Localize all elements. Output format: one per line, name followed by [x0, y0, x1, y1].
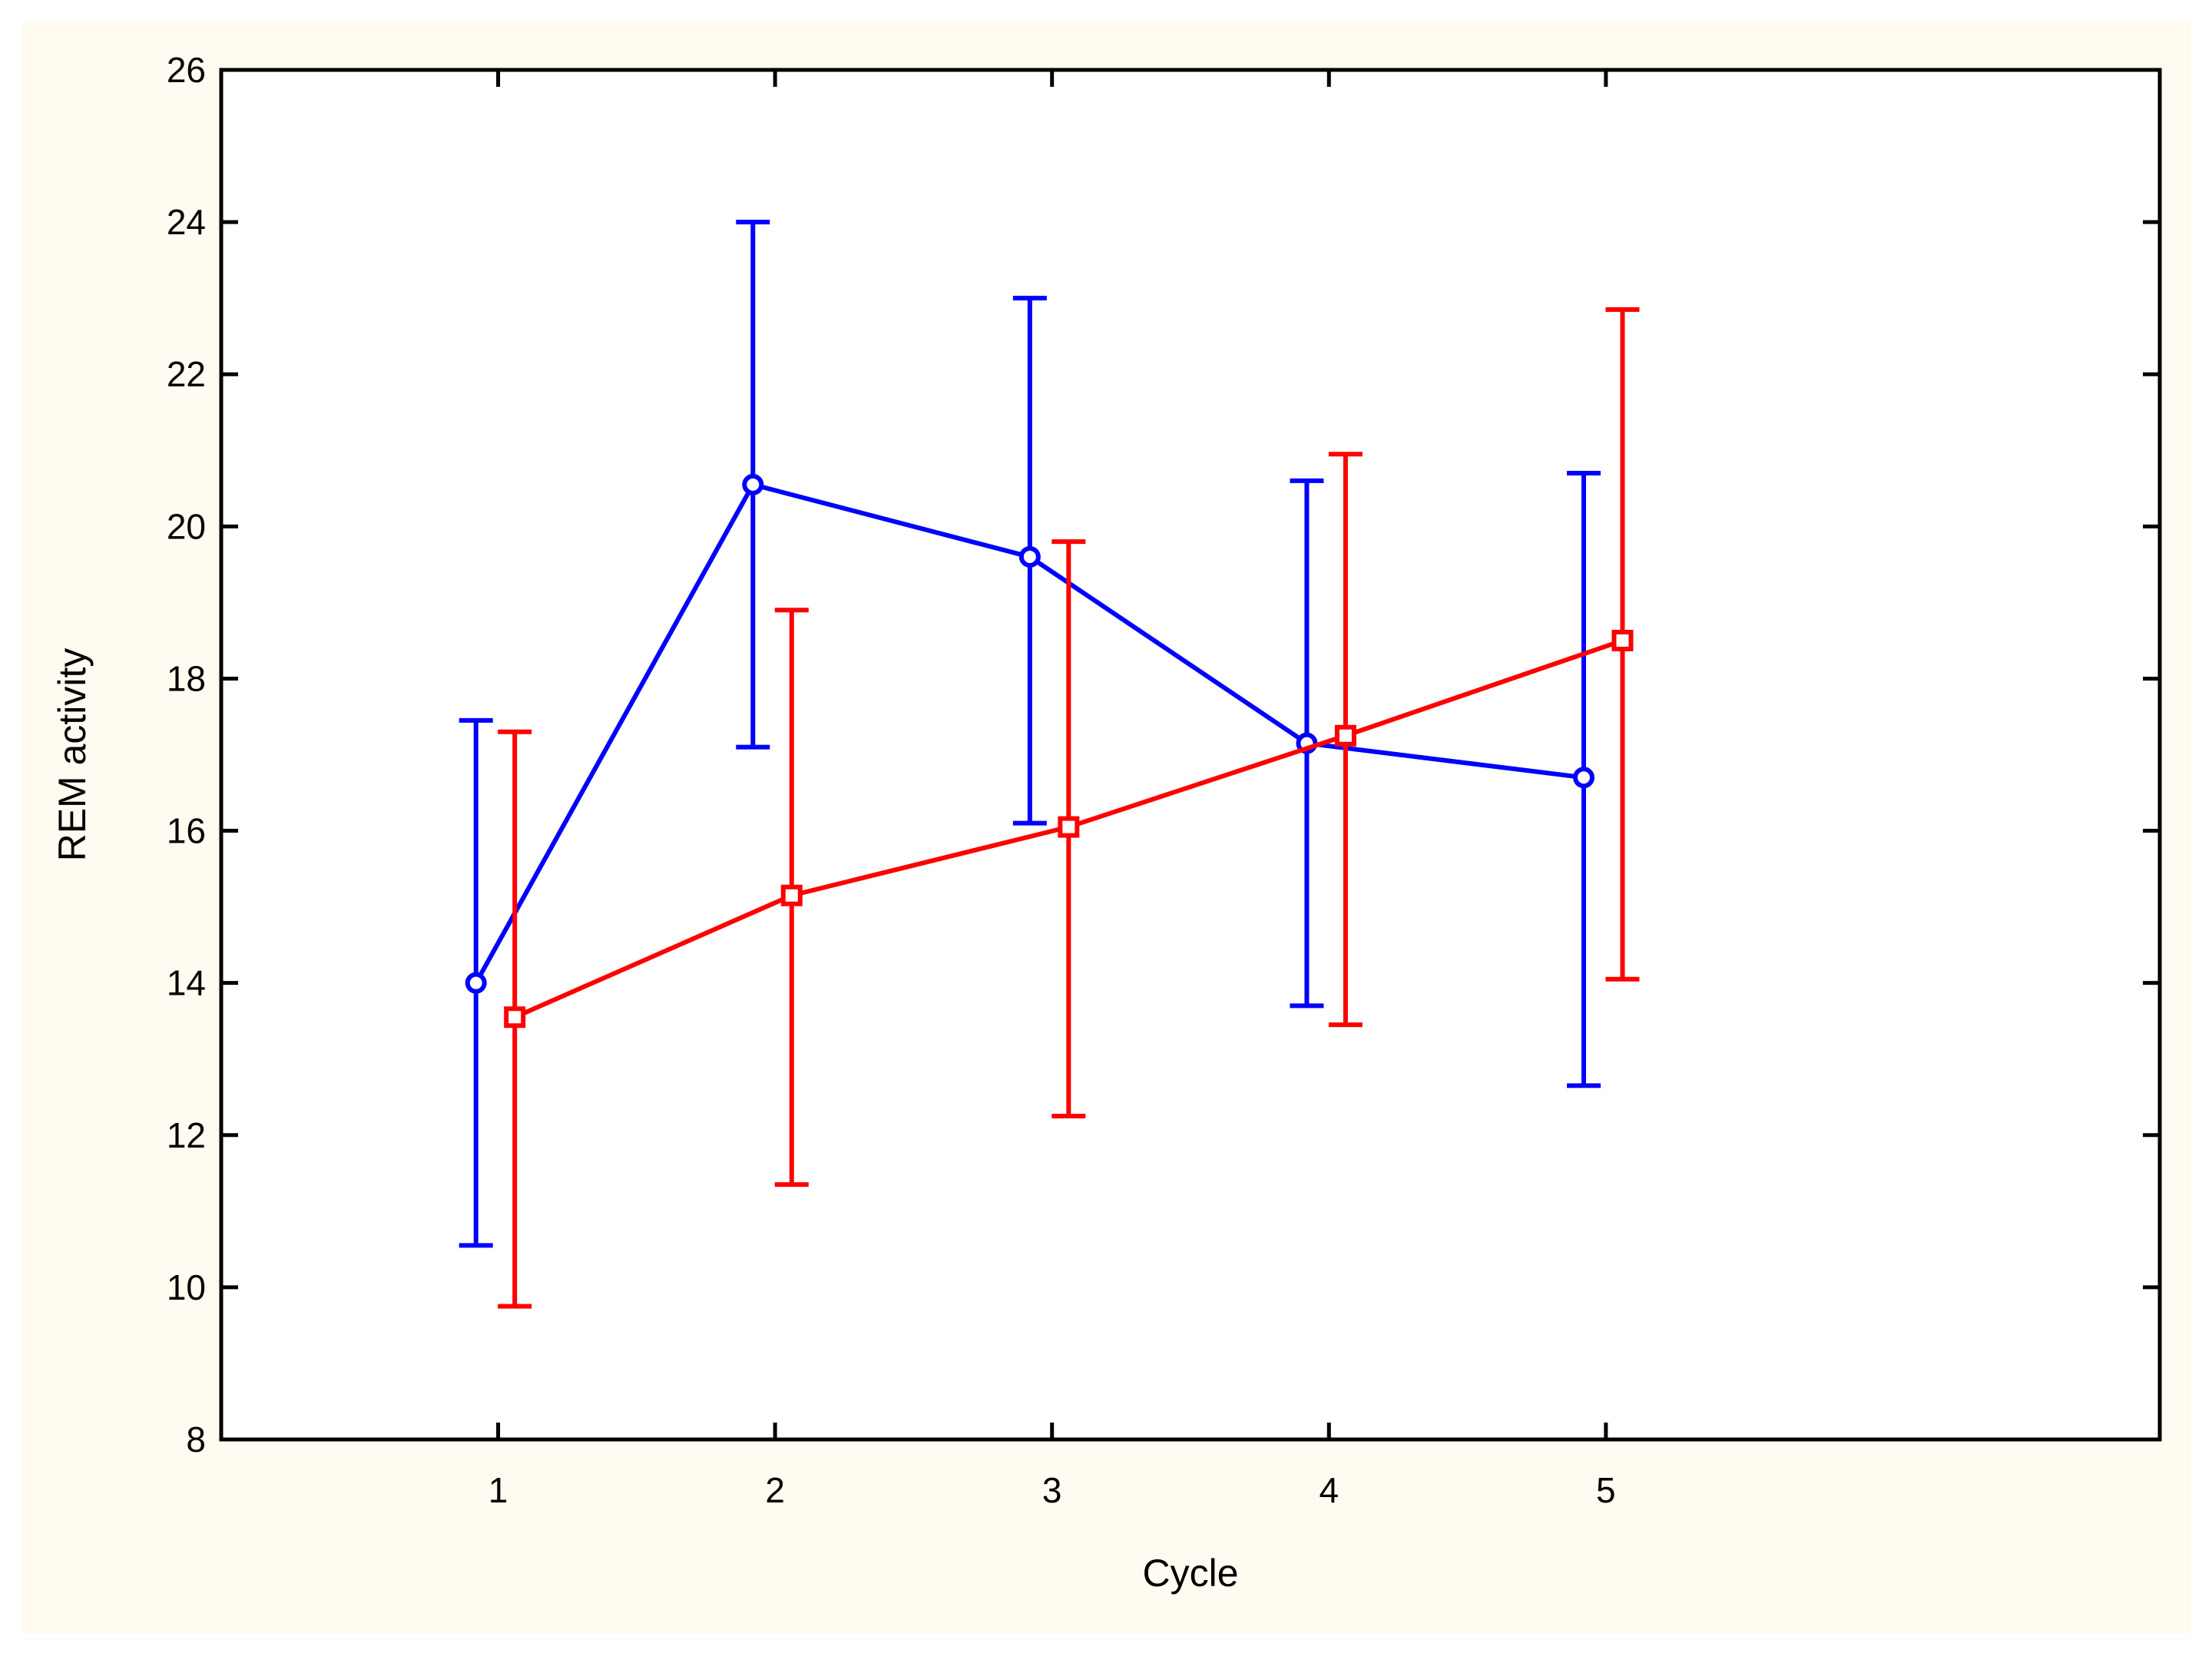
data-point: [1573, 767, 1595, 789]
y-tick-label: 8: [186, 1419, 206, 1459]
y-tick-label: 14: [167, 963, 206, 1003]
series-2: [498, 307, 1640, 1309]
y-axis-title: REM activity: [51, 648, 94, 862]
y-tick-label: 18: [167, 658, 206, 698]
data-point: [780, 884, 803, 906]
x-axis-title: Cycle: [1142, 1552, 1238, 1595]
x-tick-label: 5: [1596, 1470, 1616, 1510]
y-tick-label: 26: [167, 50, 206, 90]
data-point: [1611, 629, 1634, 651]
y-tick-label: 16: [167, 811, 206, 851]
series-layer: [459, 220, 1640, 1309]
series-1: [459, 220, 1601, 1248]
data-point: [742, 473, 764, 495]
plot-border: [219, 68, 2162, 1442]
y-tick-label: 10: [167, 1267, 206, 1307]
data-point: [1058, 816, 1080, 838]
x-tick-label: 4: [1319, 1470, 1339, 1510]
x-tick-label: 2: [765, 1470, 785, 1510]
data-point: [465, 972, 487, 994]
data-point: [1018, 545, 1041, 568]
data-point: [504, 1006, 526, 1029]
plot-area: [221, 70, 2160, 1439]
data-point: [1334, 724, 1356, 747]
x-tick-label: 1: [488, 1470, 508, 1510]
y-tick-label: 22: [167, 354, 206, 394]
y-tick-label: 12: [167, 1115, 206, 1155]
y-tick-label: 20: [167, 506, 206, 546]
x-tick-label: 3: [1042, 1470, 1062, 1510]
y-tick-label: 24: [167, 202, 206, 242]
chart-frame: 8 10 12 14 16 18 20 22 24 26 1 2 3 4 5 Cycle REM activ…: [22, 22, 2191, 1633]
